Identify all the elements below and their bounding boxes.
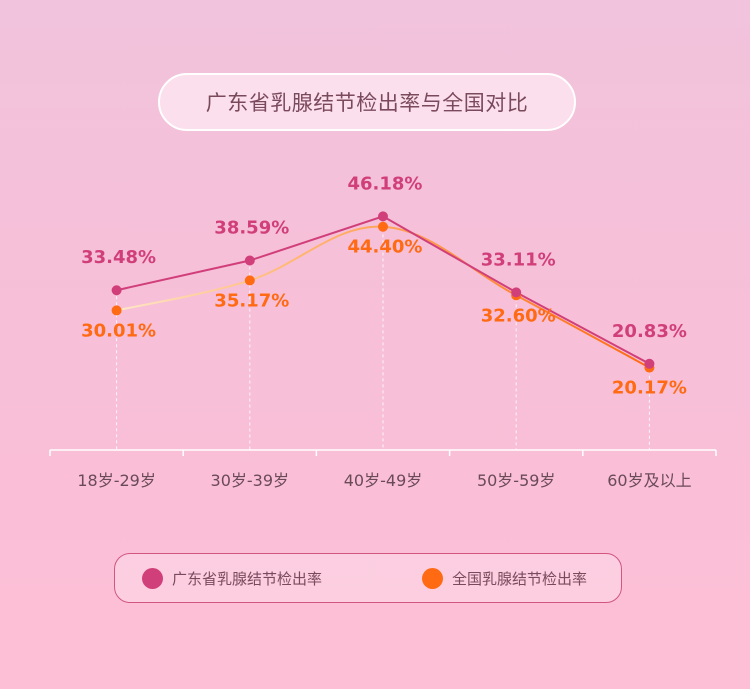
legend-label-national: 全国乳腺结节检出率 xyxy=(452,569,588,588)
legend-label-guangdong: 广东省乳腺结节检出率 xyxy=(172,569,323,588)
data-point-national xyxy=(378,221,388,232)
data-point-guangdong xyxy=(111,285,122,296)
data-point-guangdong xyxy=(244,255,255,266)
data-label-national: 30.01% xyxy=(81,320,156,341)
legend-item-national: 全国乳腺结节检出率 xyxy=(422,554,587,602)
data-point-guangdong xyxy=(644,358,655,369)
x-tick-label: 30岁-39岁 xyxy=(211,471,290,490)
x-tick-label: 50岁-59岁 xyxy=(477,471,556,490)
data-label-national: 44.40% xyxy=(348,237,423,258)
data-label-guangdong: 20.83% xyxy=(612,321,687,342)
legend-marker-guangdong xyxy=(142,567,163,589)
data-point-national xyxy=(111,305,122,316)
chart-title: 广东省乳腺结节检出率与全国对比 xyxy=(158,73,576,131)
data-label-national: 32.60% xyxy=(481,305,556,326)
legend-item-guangdong: 广东省乳腺结节检出率 xyxy=(142,554,322,602)
data-label-national: 20.17% xyxy=(612,378,687,399)
x-tick-label: 18岁-29岁 xyxy=(77,471,156,490)
data-point-guangdong xyxy=(511,287,522,298)
data-label-guangdong: 33.48% xyxy=(81,247,156,268)
legend-marker-national xyxy=(422,567,443,589)
x-tick-label: 60岁及以上 xyxy=(607,471,691,490)
data-point-national xyxy=(244,275,255,286)
data-label-guangdong: 38.59% xyxy=(214,218,289,239)
data-label-national: 35.17% xyxy=(214,290,289,311)
chart-legend: 广东省乳腺结节检出率 全国乳腺结节检出率 xyxy=(114,553,622,603)
data-point-guangdong xyxy=(378,211,388,222)
data-label-guangdong: 33.11% xyxy=(481,249,556,270)
data-label-guangdong: 46.18% xyxy=(348,173,423,194)
x-tick-label: 40岁-49岁 xyxy=(344,471,423,490)
